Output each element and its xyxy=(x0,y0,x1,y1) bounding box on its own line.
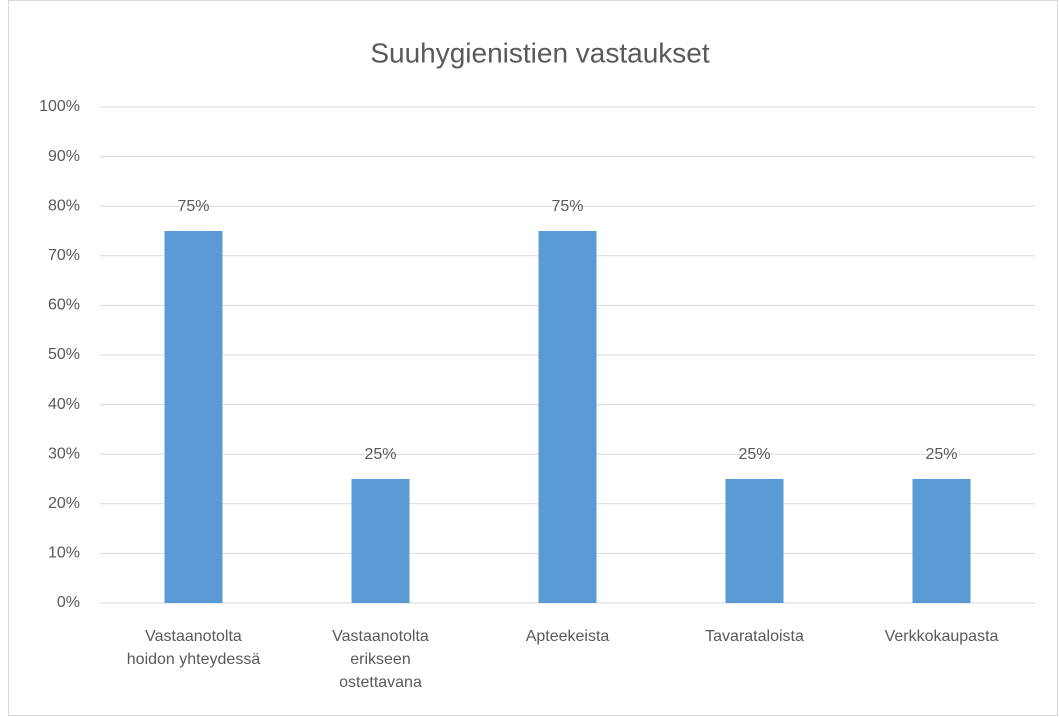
data-label: 75% xyxy=(551,198,583,215)
data-label: 25% xyxy=(738,446,770,463)
bar xyxy=(912,479,971,603)
x-tick-label: Vastaanotolta hoidon yhteydessä xyxy=(127,628,261,668)
data-label: 25% xyxy=(364,446,396,463)
bar xyxy=(725,479,784,603)
bar xyxy=(164,231,223,603)
y-tick-label: 80% xyxy=(48,197,80,214)
y-tick-label: 10% xyxy=(48,545,80,562)
bar xyxy=(538,231,597,603)
data-label: 25% xyxy=(925,446,957,463)
chart-title: Suuhygienistien vastaukset xyxy=(370,37,710,68)
bar xyxy=(351,479,410,603)
y-tick-label: 60% xyxy=(48,297,80,314)
y-tick-label: 20% xyxy=(48,495,80,512)
x-tick-label: Verkkokaupasta xyxy=(885,628,999,645)
y-tick-label: 70% xyxy=(48,247,80,264)
y-tick-label: 40% xyxy=(48,396,80,413)
data-label: 75% xyxy=(177,198,209,215)
x-tick-label: Vastaanotolta erikseen ostettavana xyxy=(332,628,429,691)
y-tick-label: 100% xyxy=(39,98,80,115)
x-tick-label: Tavarataloista xyxy=(705,628,804,645)
y-tick-label: 50% xyxy=(48,346,80,363)
y-tick-label: 0% xyxy=(57,594,80,611)
y-tick-label: 30% xyxy=(48,445,80,462)
y-tick-label: 90% xyxy=(48,148,80,165)
x-tick-label: Apteekeista xyxy=(526,628,610,645)
